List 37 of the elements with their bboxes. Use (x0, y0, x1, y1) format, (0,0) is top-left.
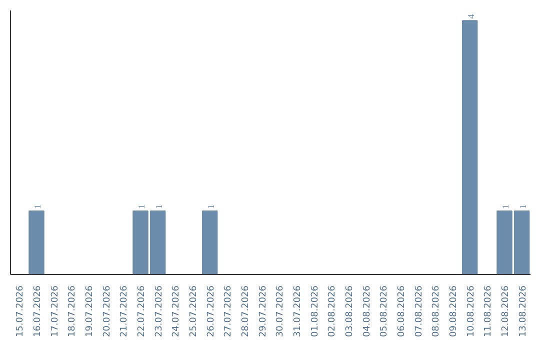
data-label: 1 (206, 204, 216, 210)
data-label: 1 (518, 204, 528, 210)
x-tick-label: 15.07.2026 (16, 285, 26, 338)
x-tick-label: 07.08.2026 (414, 285, 424, 338)
x-tick-label: 25.07.2026 (189, 285, 199, 338)
x-tick-label: 17.07.2026 (50, 285, 60, 338)
x-tick-label: 30.07.2026 (276, 285, 286, 338)
data-label: 1 (136, 204, 146, 210)
x-tick-label: 27.07.2026 (224, 285, 234, 338)
x-tick-label: 29.07.2026 (258, 285, 268, 338)
x-tick-label: 21.07.2026 (120, 285, 130, 338)
x-tick-label: 01.08.2026 (310, 285, 320, 338)
x-tick-label: 03.08.2026 (345, 285, 355, 338)
data-label: 1 (32, 204, 42, 210)
x-tick-label: 20.07.2026 (102, 285, 112, 338)
x-tick-label: 05.08.2026 (380, 285, 390, 338)
x-tick-label: 11.08.2026 (484, 285, 494, 338)
x-tick-label: 23.07.2026 (154, 285, 164, 338)
x-tick-label: 10.08.2026 (466, 285, 476, 338)
x-tick-label: 28.07.2026 (241, 285, 251, 338)
x-tick-label: 18.07.2026 (68, 285, 78, 338)
data-label: 4 (466, 14, 476, 19)
data-label: 1 (154, 204, 164, 210)
x-tick-label: 06.08.2026 (397, 285, 407, 338)
x-tick-label: 16.07.2026 (33, 285, 43, 338)
x-tick-label: 13.08.2026 (518, 285, 528, 338)
x-tick-label: 24.07.2026 (172, 285, 182, 338)
x-tick-label: 09.08.2026 (449, 285, 459, 338)
x-tick-label: 12.08.2026 (501, 285, 511, 338)
x-tick-label: 26.07.2026 (206, 285, 216, 338)
x-tick-label: 22.07.2026 (137, 285, 147, 338)
x-tick-label: 02.08.2026 (328, 285, 338, 338)
data-label: 1 (500, 204, 510, 210)
x-tick-label: 19.07.2026 (85, 285, 95, 338)
x-tick-label: 31.07.2026 (293, 285, 303, 338)
x-tick-label: 08.08.2026 (432, 285, 442, 338)
x-tick-label: 04.08.2026 (362, 285, 372, 338)
